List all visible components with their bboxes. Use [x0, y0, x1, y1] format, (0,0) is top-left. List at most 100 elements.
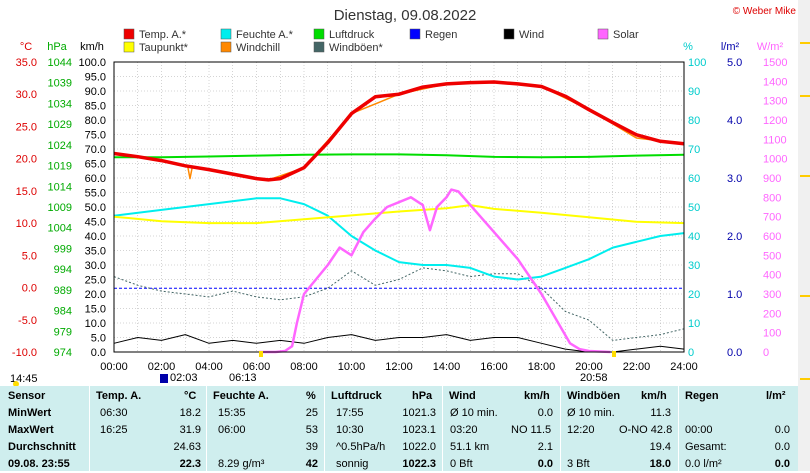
- header-feuchte: Feuchte A.: [213, 390, 269, 402]
- header-luft-unit: hPa: [412, 390, 433, 402]
- solar-tick-label: 100: [763, 328, 781, 340]
- rain-tick-label: 5.0: [727, 57, 742, 69]
- series-feuchtea: [113, 197, 685, 281]
- header-boeen: Windböen: [567, 390, 621, 402]
- rain-tick-label: 0.0: [727, 347, 742, 359]
- legend-label: Solar: [613, 29, 639, 41]
- table-cell-feu-time: 8.29 g/m³: [218, 458, 265, 470]
- legend-label: Temp. A.*: [139, 29, 187, 41]
- table-cell-reg-desc: Gesamt:: [685, 441, 727, 453]
- temp-unit: °C: [20, 41, 32, 53]
- table-cell-wind-desc: 0 Bft: [450, 458, 473, 470]
- solar-tick-label: 1500: [763, 57, 787, 69]
- table-cell-wind-desc: Ø 10 min.: [450, 407, 498, 419]
- table-cell-luft-val: 1021.3: [402, 407, 436, 419]
- solar-tick-label: 1300: [763, 96, 787, 108]
- table-cell-label: MinWert: [8, 407, 52, 419]
- temp-tick-label: 10.0: [16, 218, 37, 230]
- sunrise-time: 06:13: [229, 372, 257, 384]
- legend-swatch: [220, 28, 232, 40]
- legend-label: Wind: [519, 29, 544, 41]
- table-cell-feu-val: 39: [305, 441, 318, 453]
- table-cell-temp-val: 22.3: [179, 458, 201, 470]
- kmh-tick-label: 45.0: [85, 217, 106, 229]
- solar-tick-label: 200: [763, 308, 781, 320]
- hpa-tick-label: 1009: [48, 202, 72, 214]
- plot-frame: [113, 61, 685, 353]
- table-cell-reg-val: 0.0: [774, 424, 790, 436]
- temp-tick-label: 5.0: [22, 250, 37, 262]
- rain-tick-label: 3.0: [727, 173, 742, 185]
- legend-label: Feuchte A.*: [236, 29, 294, 41]
- table-cell-boe-val: 19.4: [649, 441, 671, 453]
- hpa-tick-label: 989: [54, 285, 72, 297]
- pct-tick-label: 50: [688, 202, 700, 214]
- legend-label: Taupunkt*: [139, 42, 189, 54]
- table-cell-temp-val: 18.2: [179, 407, 201, 419]
- table-cell-boe-val: 18.0: [649, 458, 671, 470]
- solar-tick-label: 1400: [763, 76, 787, 88]
- scrollbar[interactable]: [798, 0, 810, 471]
- legend-label: Windböen*: [329, 42, 384, 54]
- pct-tick-label: 80: [688, 115, 700, 127]
- pct-tick-label: 90: [688, 86, 700, 98]
- weather-chart: 35.0 30.0 25.0 20.0 15.0 10.0 5.0 0.0 -5.0 -10.0 1…: [10, 6, 797, 386]
- x-tick-label: 08:00: [290, 361, 318, 373]
- kmh-tick-label: 55.0: [85, 188, 106, 200]
- solar-tick-label: 600: [763, 231, 781, 243]
- header-temp: Temp. A.: [96, 390, 142, 402]
- hpa-tick-label: 1029: [48, 119, 72, 131]
- copyright: © Weber Mike: [733, 6, 797, 17]
- grid: [114, 61, 684, 353]
- solar-tick-label: 1100: [763, 134, 787, 146]
- axes: 35.0 30.0 25.0 20.0 15.0 10.0 5.0 0.0 -5.0 -10.0 1…: [12, 41, 788, 373]
- moon-time: 02:03: [170, 372, 198, 384]
- solar-tick-label: 900: [763, 173, 781, 185]
- legend-swatch: [503, 28, 515, 40]
- solar-tick-label: 400: [763, 270, 781, 282]
- temp-tick-label: -10.0: [12, 347, 37, 359]
- table-cell-luft-val: 1022.0: [402, 441, 436, 453]
- kmh-tick-label: 65.0: [85, 159, 106, 171]
- temp-tick-label: 15.0: [16, 186, 37, 198]
- kmh-tick-label: 60.0: [85, 173, 106, 185]
- header-regen-unit: l/m²: [766, 390, 786, 402]
- hpa-tick-label: 974: [54, 347, 72, 359]
- table-cell-wind-val: 0.0: [537, 458, 553, 470]
- legend-label: Windchill: [236, 42, 280, 54]
- table-cell-boe-desc: 3 Bft: [567, 458, 590, 470]
- kmh-tick-label: 80.0: [85, 115, 106, 127]
- temp-tick-label: -5.0: [18, 315, 37, 327]
- table-cell-wind-desc: 51.1 km: [450, 441, 490, 453]
- table-cell-reg-val: 0.0: [774, 441, 790, 453]
- legend-label: Luftdruck: [329, 29, 375, 41]
- series-windben: [113, 267, 685, 341]
- table-cell-temp-val: 31.9: [179, 424, 201, 436]
- x-tick-label: 06:00: [243, 361, 271, 373]
- hpa-tick-label: 1034: [48, 98, 72, 110]
- x-tick-label: 18:00: [528, 361, 556, 373]
- header-regen: Regen: [685, 390, 719, 402]
- table-cell-luft-val: 1023.1: [402, 424, 436, 436]
- kmh-tick-label: 70.0: [85, 144, 106, 156]
- kmh-tick-label: 40.0: [85, 231, 106, 243]
- table-cell-reg-desc: 0.0 l/m²: [685, 458, 722, 470]
- table-cell-feu-val: 42: [305, 458, 318, 470]
- table-cell-reg-desc: 00:00: [685, 424, 713, 436]
- table-cell-luft-time: sonnig: [336, 458, 369, 470]
- legend-swatch: [313, 41, 325, 53]
- table-cell-luft-time: 10:30: [336, 424, 364, 436]
- hpa-unit: hPa: [47, 41, 67, 53]
- rain-tick-label: 1.0: [727, 289, 742, 301]
- kmh-tick-label: 90.0: [85, 86, 106, 98]
- pct-tick-label: 10: [688, 318, 700, 330]
- solar-tick-label: 0: [763, 347, 769, 359]
- header-feuchte-unit: %: [306, 390, 316, 402]
- table-cell-luft-time: 17:55: [336, 407, 364, 419]
- table-cell-feu-val: 53: [305, 424, 318, 436]
- table-cell-temp-time: 06:30: [100, 407, 128, 419]
- temp-tick-label: 0.0: [22, 283, 37, 295]
- legend: Temp. A.* Feuchte A.* Luftdruck Regen Wind So…: [123, 28, 639, 54]
- hpa-tick-label: 1019: [48, 161, 72, 173]
- kmh-tick-label: 85.0: [85, 101, 106, 113]
